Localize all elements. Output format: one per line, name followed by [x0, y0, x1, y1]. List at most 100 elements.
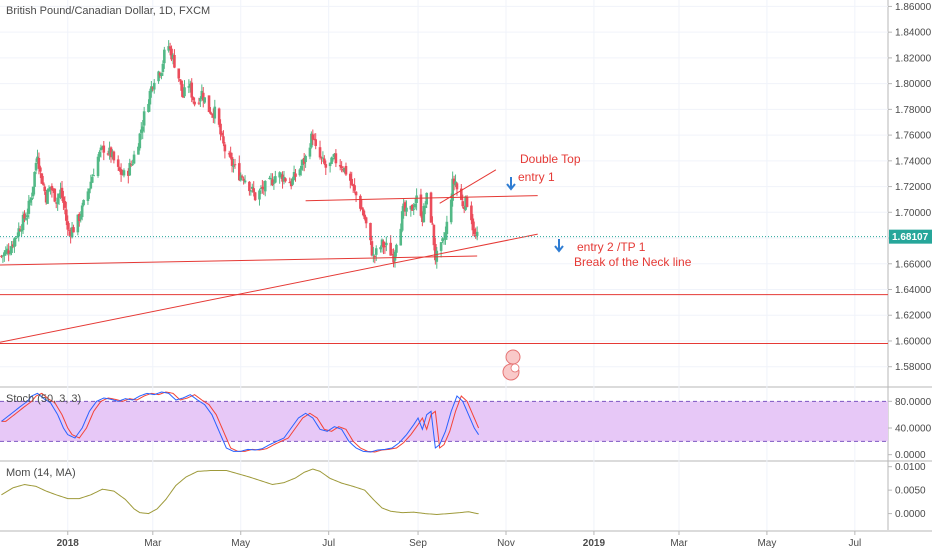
- candle-body: [301, 159, 305, 166]
- trend-line[interactable]: [305, 195, 538, 202]
- candle-body: [31, 186, 35, 197]
- candle-body: [229, 152, 232, 158]
- candle-body: [209, 111, 212, 114]
- candle-body: [60, 187, 64, 198]
- candle-body: [354, 191, 358, 196]
- candle-body: [262, 186, 266, 190]
- candle-body: [389, 242, 392, 256]
- candle-body: [76, 214, 80, 233]
- candle-body: [168, 46, 172, 49]
- candle-body: [98, 151, 101, 157]
- candle-body: [318, 147, 322, 158]
- annotation-entry-1: entry 1: [518, 170, 555, 184]
- candle-body: [167, 46, 170, 51]
- candle-body: [302, 157, 306, 164]
- time-tick-label: Jul: [322, 538, 335, 549]
- candle-body: [419, 194, 423, 216]
- candle-body: [80, 205, 84, 218]
- candle-body: [282, 176, 286, 182]
- trend-line[interactable]: [439, 169, 497, 204]
- events-icon[interactable]: [502, 349, 521, 381]
- candle-body: [70, 227, 74, 238]
- stoch-axis: 80.0000 40.0000 0.0000: [888, 397, 932, 461]
- candle-body: [1, 255, 5, 257]
- candle-body: [444, 232, 447, 240]
- candle-body: [239, 175, 243, 181]
- candle-body: [132, 154, 136, 164]
- candle-body: [150, 86, 153, 93]
- candle-body: [20, 229, 23, 232]
- candlestick-series: [0, 40, 479, 269]
- candle-body: [65, 209, 68, 221]
- candle-body: [139, 129, 143, 133]
- candle-body: [298, 169, 302, 176]
- price-tick-label: 1.66000: [895, 259, 932, 270]
- candle-body: [253, 192, 257, 201]
- candle-body: [281, 174, 284, 182]
- price-tick-label: 1.74000: [895, 156, 932, 167]
- candle-body: [52, 189, 55, 191]
- annotation-double-top: Double Top: [520, 152, 581, 166]
- candle-body: [242, 178, 245, 181]
- candle-body: [320, 157, 323, 159]
- candle-body: [13, 238, 16, 247]
- candle-body: [0, 255, 3, 257]
- candle-body: [92, 175, 96, 177]
- candle-body: [28, 199, 32, 203]
- candle-body: [199, 98, 202, 102]
- price-tick-label: 1.76000: [895, 131, 932, 142]
- candle-body: [190, 82, 194, 98]
- candle-body: [163, 49, 166, 64]
- last-price-label: 1.68107: [892, 232, 929, 243]
- candle-body: [3, 252, 6, 256]
- candle-body: [364, 217, 368, 224]
- candle-body: [170, 48, 173, 60]
- candle-body: [49, 186, 52, 189]
- candle-body: [291, 178, 294, 185]
- candle-body: [434, 243, 437, 261]
- candle-body: [425, 192, 429, 205]
- time-axis: 2018 Mar May Jul Sep Nov 2019 Mar May Jul: [57, 531, 861, 549]
- arrow-down-icon: [506, 177, 516, 191]
- candle-body: [372, 254, 375, 256]
- candle-body: [321, 157, 325, 159]
- candle-body: [390, 253, 394, 255]
- candle-body: [89, 181, 93, 189]
- stoch-k-line: [1, 391, 480, 453]
- candle-body: [33, 171, 36, 187]
- candle-body: [314, 139, 318, 146]
- candle-body: [333, 153, 336, 157]
- stoch-pane: [0, 391, 888, 453]
- candle-body: [308, 147, 312, 157]
- mom-pane: [1, 468, 479, 516]
- candle-body: [34, 163, 38, 171]
- candle-body: [340, 166, 343, 169]
- candle-body: [359, 195, 362, 209]
- candle-body: [269, 178, 273, 180]
- trend-lines[interactable]: [0, 169, 888, 345]
- candle-body: [348, 173, 352, 181]
- candle-body: [471, 218, 475, 231]
- candle-body: [278, 172, 281, 178]
- trend-line[interactable]: [0, 255, 478, 266]
- candle-body: [142, 111, 146, 126]
- candle-body: [219, 123, 222, 135]
- candle-body: [36, 156, 39, 162]
- candle-body: [39, 167, 42, 172]
- candle-body: [203, 97, 207, 103]
- candle-body: [77, 214, 81, 221]
- candle-body: [465, 197, 469, 207]
- candle-body: [56, 197, 59, 204]
- chart-title: British Pound/Canadian Dollar, 1D, FXCM: [6, 5, 211, 17]
- trend-line[interactable]: [0, 233, 538, 343]
- candle-body: [441, 238, 444, 242]
- candle-body: [243, 180, 247, 183]
- candle-body: [90, 176, 94, 183]
- candle-body: [268, 177, 271, 180]
- candle-body: [102, 145, 106, 153]
- candle-body: [118, 167, 121, 171]
- candle-body: [445, 221, 449, 235]
- candle-body: [472, 229, 476, 235]
- candle-body: [373, 255, 377, 257]
